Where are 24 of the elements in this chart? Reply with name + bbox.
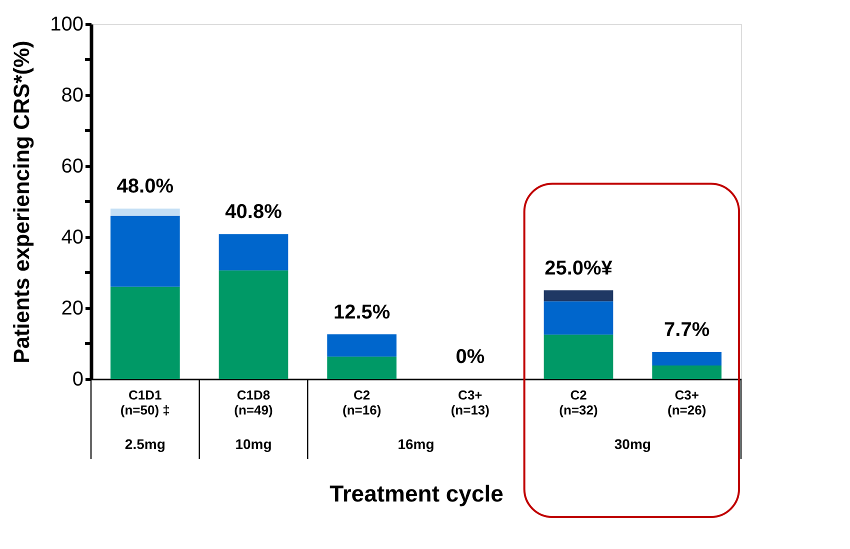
total-label: 0% [456,346,485,368]
text: 16mg [398,436,434,452]
text: 10mg [235,436,272,452]
x-tick-label: C1D8 (n=49) [234,388,273,418]
x-tick-label: C2 (n=32) [559,388,598,418]
y-tick-label: 80 [61,84,84,106]
y-axis-title: Patients experiencing CRS*(%) [9,40,34,364]
x-axis-title: Treatment cycle [330,480,504,506]
text: 30mg [614,436,651,452]
y-tick-label: 100 [50,14,84,36]
y-tick-label: 0 [72,368,84,390]
total-label: 40.8% [225,201,282,224]
total-label: 25.0%¥ [544,257,614,280]
y-tick-label: 60 [61,156,84,178]
y-tick-label: 20 [61,298,84,320]
x-tick-label: C3+ (n=13) [450,388,490,418]
x-tick-label: C2 (n=16) [342,388,382,418]
x-tick-label: C3+ (n=26) [668,388,706,418]
total-label: 48.0% [116,176,174,198]
y-tick-label: 40 [61,226,84,248]
total-label: 12.5% [333,301,390,324]
total-label: 7.7% [664,319,710,342]
text: 2.5mg [124,436,166,452]
x-tick-label: C1D1 (n=50) ‡ [120,388,170,418]
